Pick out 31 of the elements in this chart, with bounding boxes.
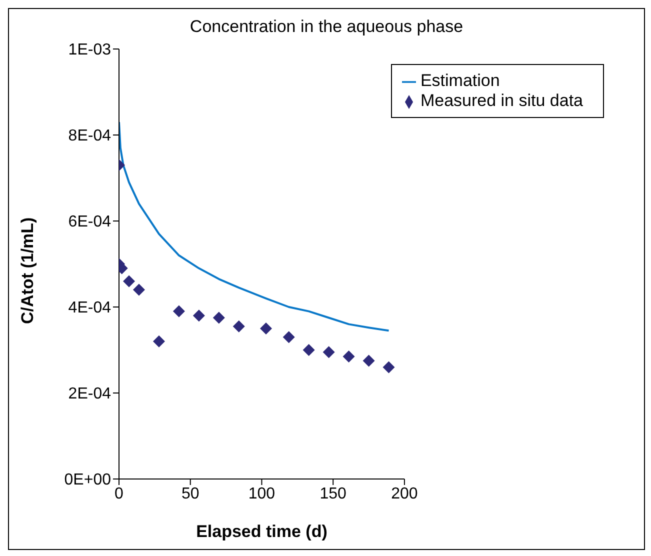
y-tick-label: 8E-04 xyxy=(68,128,112,145)
y-tick-label: 1E-03 xyxy=(68,42,112,59)
x-axis-title: Elapsed time (d) xyxy=(196,522,328,541)
point xyxy=(260,322,272,334)
point xyxy=(322,346,335,358)
x-tick-label: 200 xyxy=(391,485,418,502)
y-tick-label: 0E+00 xyxy=(64,472,112,489)
point xyxy=(192,310,205,322)
y-tick-label: 6E-04 xyxy=(68,214,112,231)
point xyxy=(152,335,165,348)
y-tick-label: 2E-04 xyxy=(68,386,112,403)
x-tick-label: 100 xyxy=(248,485,276,502)
point xyxy=(302,344,315,356)
line-series xyxy=(119,121,390,332)
chart-title: Concentration in the aqueous phase xyxy=(188,17,464,37)
point xyxy=(212,312,225,324)
point xyxy=(122,275,135,288)
legend-label: Measured in situ data xyxy=(420,91,583,110)
y-axis-title: C/Atot (1/mL) xyxy=(18,217,38,324)
point xyxy=(282,331,295,344)
point xyxy=(382,361,395,374)
legend-label: Estimation xyxy=(420,71,500,90)
point xyxy=(172,305,185,318)
point xyxy=(232,320,245,332)
x-tick-label: 0 xyxy=(114,485,124,502)
point xyxy=(132,284,145,296)
x-tick-label: 150 xyxy=(320,485,347,502)
point xyxy=(362,354,375,367)
point xyxy=(342,350,355,362)
x-tick-label: 50 xyxy=(181,485,200,502)
y-tick-label: 4E-04 xyxy=(68,300,112,317)
